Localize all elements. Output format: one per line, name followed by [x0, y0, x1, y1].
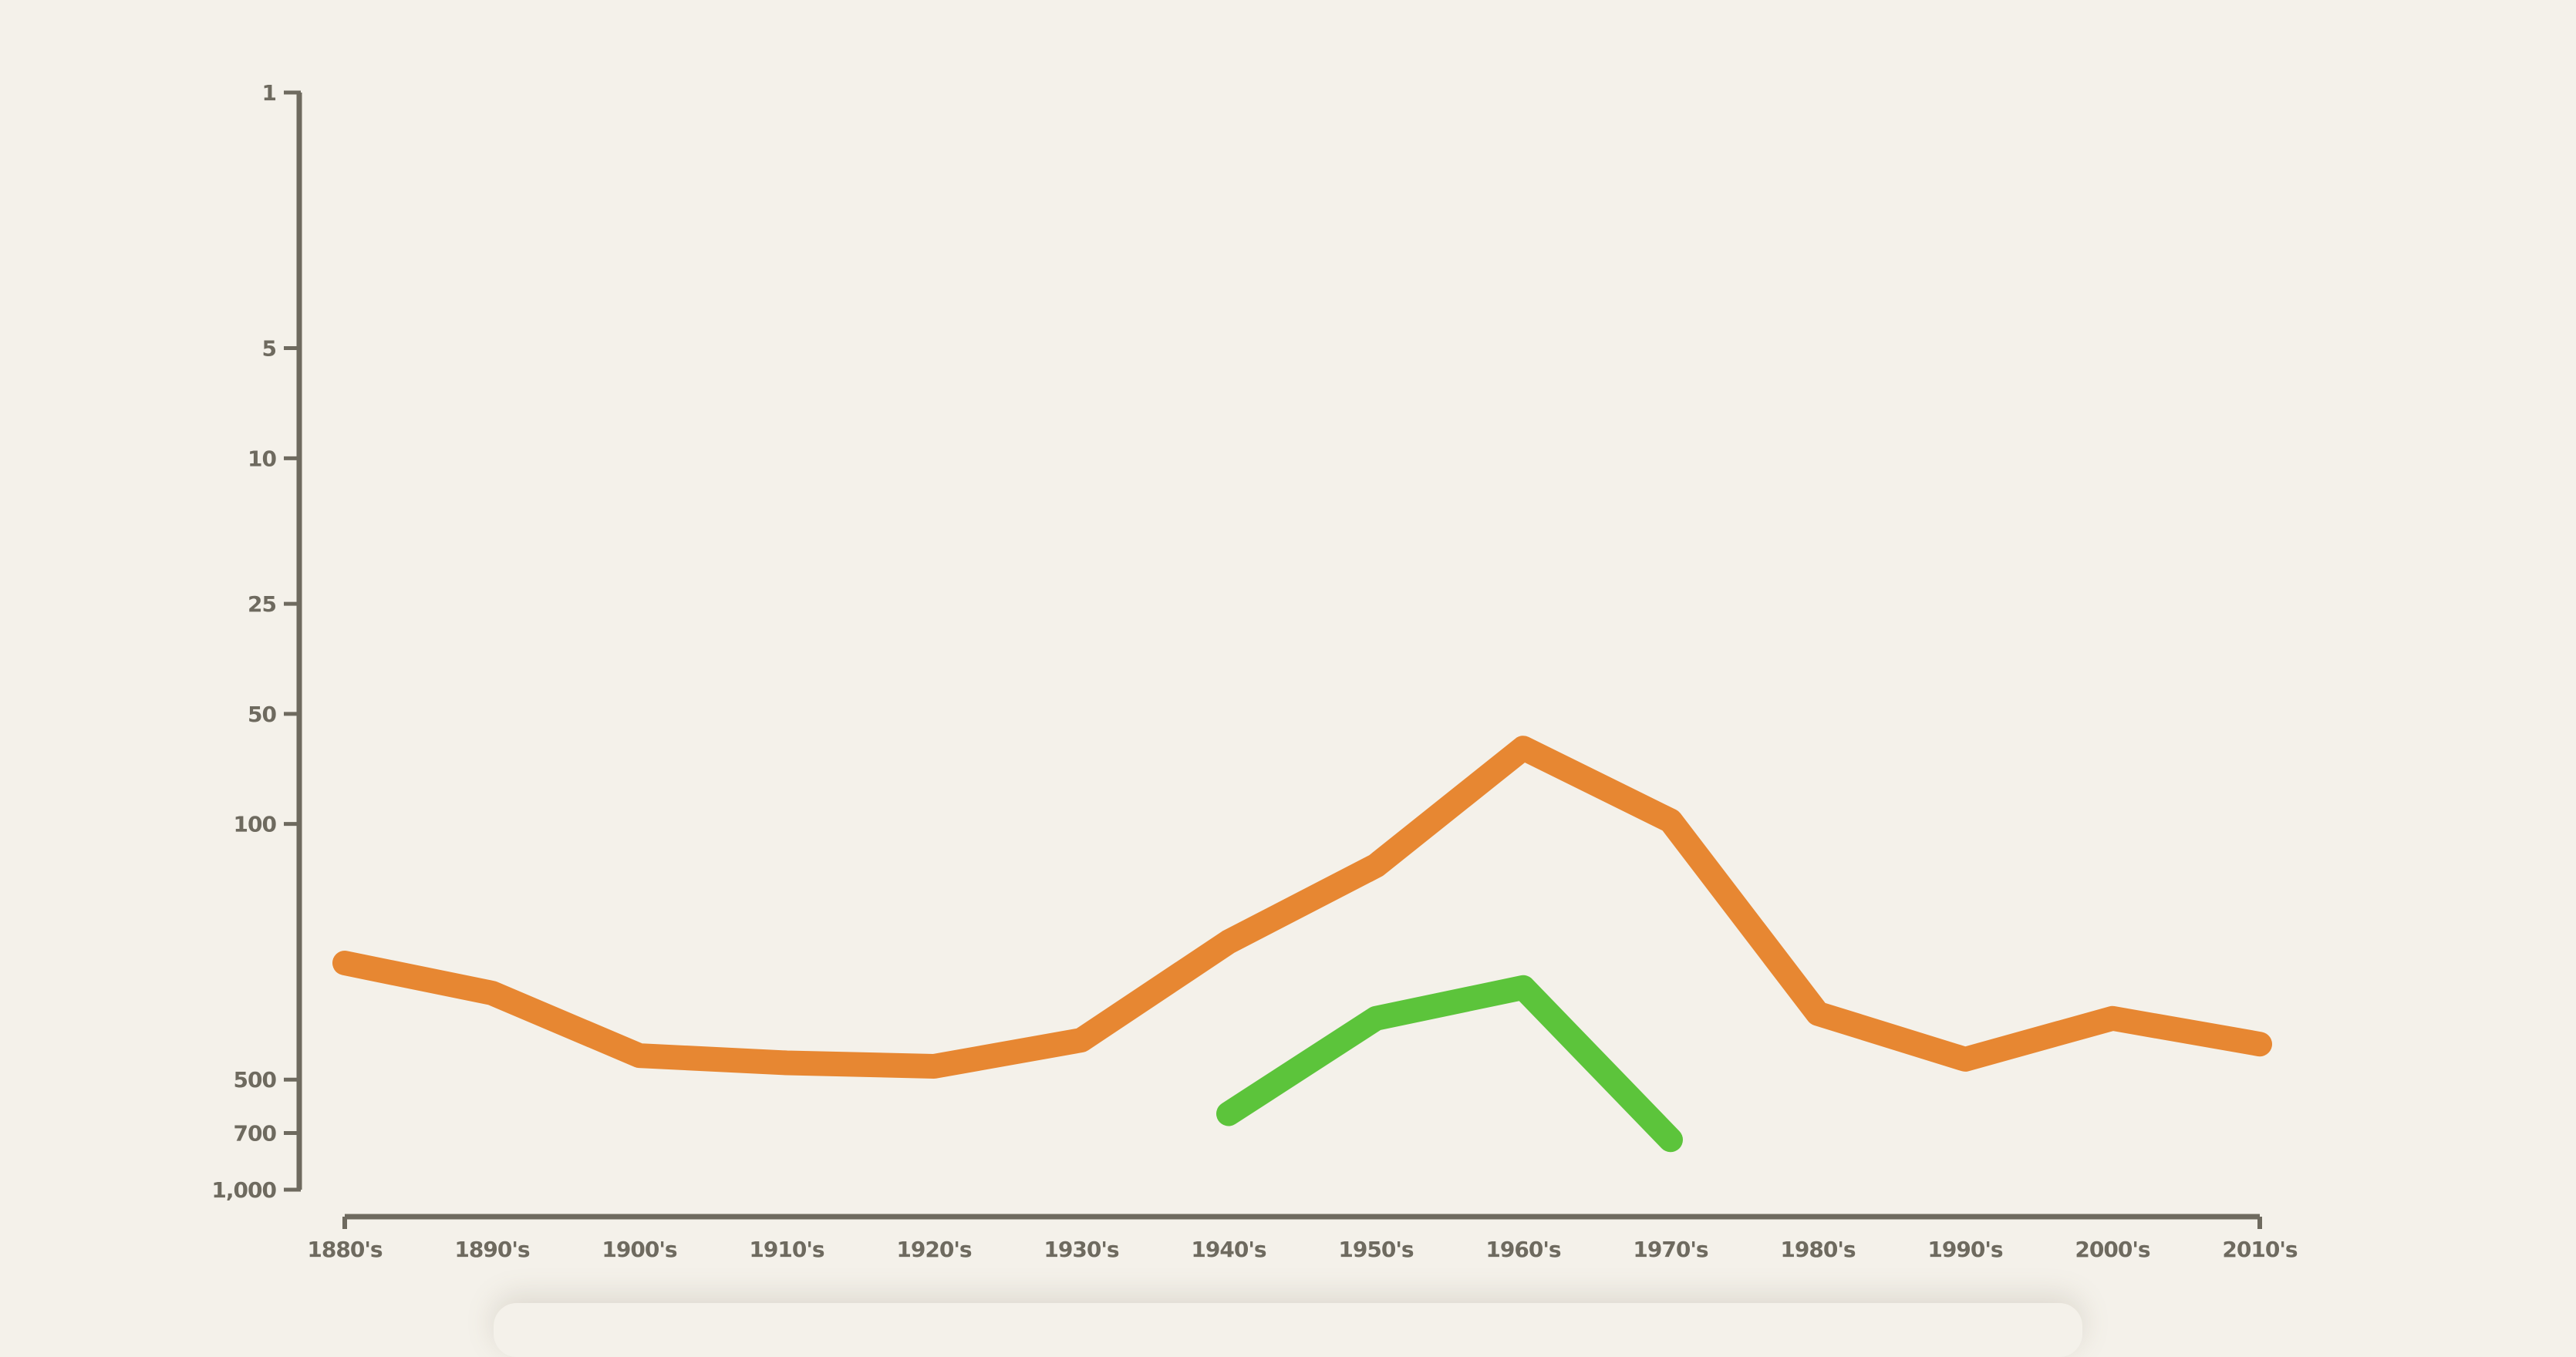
y-tick-label: 1	[262, 80, 276, 106]
tick-labels: 1 5 10 25 50 100 500 700 1,000 1880's 1890's 1900's…	[211, 80, 2298, 1262]
y-tick-label: 50	[248, 702, 276, 727]
x-tick-label: 2000's	[2075, 1237, 2150, 1262]
y-tick-label: 10	[248, 446, 276, 471]
x-tick-label: 1950's	[1338, 1237, 1414, 1262]
x-tick-label: 2010's	[2222, 1237, 2298, 1262]
y-tick-label: 700	[234, 1121, 277, 1147]
x-tick-label: 1900's	[602, 1237, 677, 1262]
series-line-1	[332, 736, 2272, 1079]
x-tick-label: 1910's	[749, 1237, 824, 1262]
series-lines	[332, 736, 2272, 1153]
bottom-panel-shadow	[494, 1303, 2082, 1357]
x-tick-label: 1890's	[454, 1237, 530, 1262]
x-tick-label: 1970's	[1633, 1237, 1708, 1262]
y-tick-label: 500	[234, 1067, 277, 1093]
y-tick-label: 25	[248, 591, 276, 617]
x-tick-label: 1880's	[307, 1237, 383, 1262]
series-line-2	[1216, 975, 1683, 1153]
x-tick-label: 1920's	[896, 1237, 972, 1262]
y-tick-label: 1,000	[211, 1177, 276, 1203]
x-tick-label: 1960's	[1485, 1237, 1561, 1262]
x-tick-label: 1940's	[1191, 1237, 1266, 1262]
x-tick-label: 1980's	[1780, 1237, 1856, 1262]
x-tick-label: 1930's	[1044, 1237, 1119, 1262]
y-tick-label: 100	[234, 812, 277, 837]
y-tick-label: 5	[262, 336, 276, 362]
x-tick-label: 1990's	[1927, 1237, 2003, 1262]
axes	[284, 90, 2262, 1229]
